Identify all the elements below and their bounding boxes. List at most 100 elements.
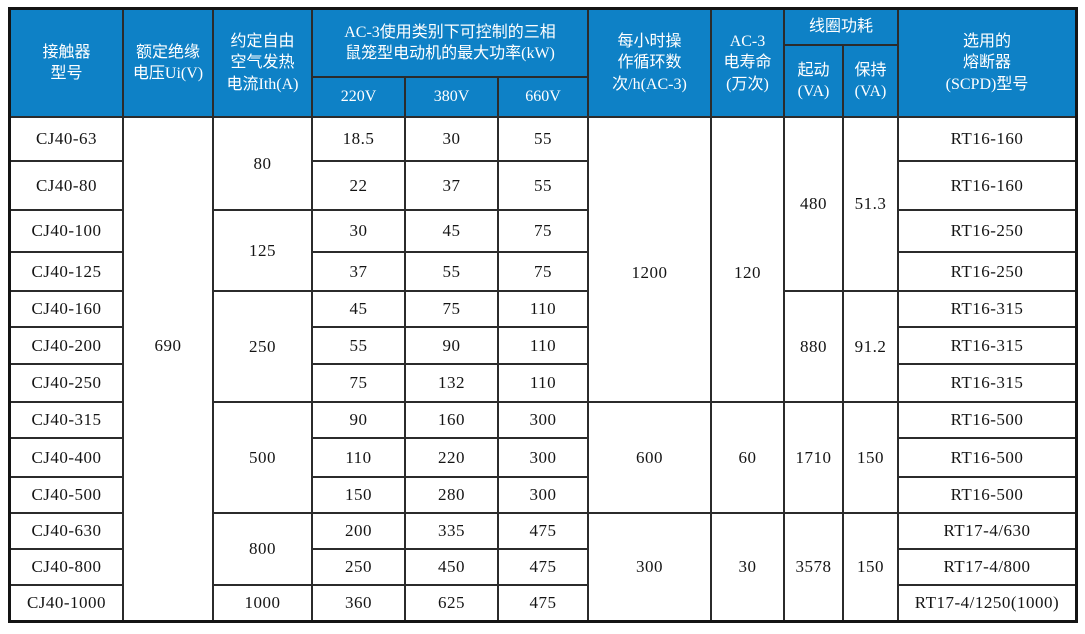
power-380-cell: 132	[406, 365, 497, 401]
fuse-cell: RT16-315	[899, 328, 1075, 363]
power-380-cell: 90	[406, 328, 497, 363]
life-merged-cell: 120	[712, 118, 783, 401]
ops-merged-cell: 300	[589, 514, 710, 620]
header-ith: 约定自由 空气发热 电流Ith(A)	[214, 10, 311, 116]
power-220-cell: 18.5	[313, 118, 404, 160]
power-220-cell: 360	[313, 586, 404, 620]
power-380-cell: 160	[406, 403, 497, 437]
power-220-cell: 110	[313, 439, 404, 476]
model-cell: CJ40-1000	[11, 586, 122, 620]
fuse-cell: RT16-250	[899, 211, 1075, 251]
model-cell: CJ40-315	[11, 403, 122, 437]
header-life: AC-3 电寿命 (万次)	[712, 10, 783, 116]
header-coil-start: 起动 (VA)	[785, 46, 842, 116]
ith-merged-cell: 500	[214, 403, 311, 512]
fuse-cell: RT16-315	[899, 292, 1075, 326]
power-660-cell: 475	[499, 514, 587, 548]
coil-hold-cell: 51.3	[844, 118, 897, 290]
power-380-cell: 450	[406, 550, 497, 584]
model-cell: CJ40-800	[11, 550, 122, 584]
power-660-cell: 75	[499, 211, 587, 251]
header-ops: 每小时操 作循环数 次/h(AC-3)	[589, 10, 710, 116]
model-cell: CJ40-630	[11, 514, 122, 548]
model-cell: CJ40-200	[11, 328, 122, 363]
power-380-cell: 45	[406, 211, 497, 251]
header-coil-group: 线圈功耗	[785, 10, 897, 44]
power-380-cell: 55	[406, 253, 497, 290]
coil-hold-cell: 150	[844, 514, 897, 620]
fuse-cell: RT17-4/1250(1000)	[899, 586, 1075, 620]
power-380-cell: 625	[406, 586, 497, 620]
coil-start-cell: 1710	[785, 403, 842, 512]
fuse-cell: RT16-500	[899, 439, 1075, 476]
fuse-cell: RT17-4/800	[899, 550, 1075, 584]
power-660-cell: 300	[499, 403, 587, 437]
ith-merged-cell: 80	[214, 118, 311, 209]
power-380-cell: 75	[406, 292, 497, 326]
model-cell: CJ40-80	[11, 162, 122, 209]
header-fuse: 选用的 熔断器 (SCPD)型号	[899, 10, 1075, 116]
coil-hold-cell: 91.2	[844, 292, 897, 401]
model-cell: CJ40-400	[11, 439, 122, 476]
fuse-cell: RT16-160	[899, 118, 1075, 160]
coil-start-cell: 3578	[785, 514, 842, 620]
life-merged-cell: 30	[712, 514, 783, 620]
model-cell: CJ40-100	[11, 211, 122, 251]
fuse-cell: RT16-160	[899, 162, 1075, 209]
power-660-cell: 300	[499, 478, 587, 512]
model-cell: CJ40-63	[11, 118, 122, 160]
fuse-cell: RT17-4/630	[899, 514, 1075, 548]
model-cell: CJ40-250	[11, 365, 122, 401]
ith-merged-cell: 250	[214, 292, 311, 401]
power-220-cell: 150	[313, 478, 404, 512]
header-380v: 380V	[406, 78, 497, 116]
power-660-cell: 75	[499, 253, 587, 290]
power-660-cell: 300	[499, 439, 587, 476]
power-660-cell: 110	[499, 292, 587, 326]
ops-merged-cell: 1200	[589, 118, 710, 401]
spec-table: 接触器 型号 额定绝缘 电压Ui(V) 约定自由 空气发热 电流Ith(A) A…	[8, 7, 1078, 623]
fuse-cell: RT16-315	[899, 365, 1075, 401]
power-380-cell: 335	[406, 514, 497, 548]
power-220-cell: 75	[313, 365, 404, 401]
power-380-cell: 220	[406, 439, 497, 476]
power-380-cell: 37	[406, 162, 497, 209]
power-380-cell: 30	[406, 118, 497, 160]
ops-merged-cell: 600	[589, 403, 710, 512]
power-220-cell: 90	[313, 403, 404, 437]
power-220-cell: 37	[313, 253, 404, 290]
power-660-cell: 475	[499, 586, 587, 620]
power-220-cell: 250	[313, 550, 404, 584]
coil-start-cell: 480	[785, 118, 842, 290]
power-220-cell: 22	[313, 162, 404, 209]
ith-merged-cell: 125	[214, 211, 311, 290]
header-660v: 660V	[499, 78, 587, 116]
voltage-merged-cell: 690	[124, 118, 212, 620]
ith-merged-cell: 1000	[214, 586, 311, 620]
fuse-cell: RT16-250	[899, 253, 1075, 290]
fuse-cell: RT16-500	[899, 478, 1075, 512]
model-cell: CJ40-125	[11, 253, 122, 290]
header-model: 接触器 型号	[11, 10, 122, 116]
ith-merged-cell: 800	[214, 514, 311, 584]
power-380-cell: 280	[406, 478, 497, 512]
power-660-cell: 475	[499, 550, 587, 584]
power-220-cell: 30	[313, 211, 404, 251]
power-660-cell: 110	[499, 365, 587, 401]
coil-hold-cell: 150	[844, 403, 897, 512]
model-cell: CJ40-160	[11, 292, 122, 326]
fuse-cell: RT16-500	[899, 403, 1075, 437]
power-660-cell: 55	[499, 118, 587, 160]
coil-start-cell: 880	[785, 292, 842, 401]
header-220v: 220V	[313, 78, 404, 116]
power-660-cell: 55	[499, 162, 587, 209]
header-voltage: 额定绝缘 电压Ui(V)	[124, 10, 212, 116]
power-660-cell: 110	[499, 328, 587, 363]
header-ac3-group: AC-3使用类别下可控制的三相 鼠笼型电动机的最大功率(kW)	[313, 10, 587, 76]
power-220-cell: 45	[313, 292, 404, 326]
power-220-cell: 55	[313, 328, 404, 363]
life-merged-cell: 60	[712, 403, 783, 512]
model-cell: CJ40-500	[11, 478, 122, 512]
power-220-cell: 200	[313, 514, 404, 548]
header-coil-hold: 保持 (VA)	[844, 46, 897, 116]
